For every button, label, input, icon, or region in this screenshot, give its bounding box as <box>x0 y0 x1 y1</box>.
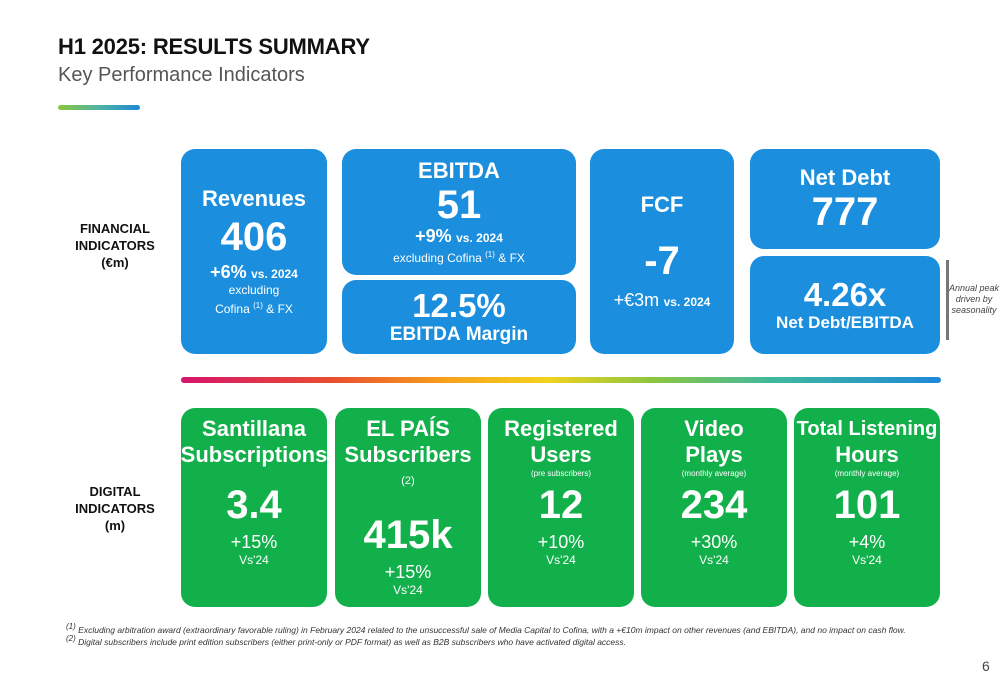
leverage-card: 4.26x Net Debt/EBITDA <box>750 256 940 354</box>
footnote-2: (2) Digital subscribers include print ed… <box>66 634 627 647</box>
revenues-change: +6% vs. 2024 <box>210 262 298 282</box>
gradient-divider <box>181 377 941 383</box>
ebitda-margin-label: EBITDA Margin <box>389 324 529 345</box>
revenues-card: Revenues 406 +6% vs. 2024 excluding Cofi… <box>181 149 327 354</box>
fcf-card: FCF -7 +€3m vs. 2024 <box>590 149 734 354</box>
ebitda-card: EBITDA 51 +9% vs. 2024 excluding Cofina … <box>342 149 576 275</box>
page-subtitle: Key Performance Indicators <box>58 64 305 86</box>
el-pais-subscribers-label: Subscribers (2) <box>344 442 472 487</box>
page-number: 6 <box>982 658 990 674</box>
page-title: H1 2025: RESULTS SUMMARY <box>58 34 370 59</box>
video-plays-card: Video Plays (monthly average) 234 +30% V… <box>641 408 787 607</box>
fcf-change: +€3m vs. 2024 <box>613 290 711 310</box>
registered-users-card: Registered Users (pre subscribers) 12 +1… <box>488 408 634 607</box>
digital-row-label: DIGITAL INDICATORS (m) <box>75 484 155 533</box>
ebitda-margin-card: 12.5% EBITDA Margin <box>342 280 576 354</box>
santillana-card: Santillana Subscriptions 3.4 +15% Vs'24 <box>181 408 327 607</box>
ebitda-change: +9% vs. 2024 <box>415 226 503 246</box>
seasonality-annotation: Annual peak driven by seasonality <box>948 283 1000 315</box>
el-pais-card: EL PAÍS Subscribers (2) 415k +15% Vs'24 <box>335 408 481 607</box>
title-underline <box>58 105 140 110</box>
revenues-note: Cofina (1) & FX <box>215 301 293 316</box>
listening-hours-card: Total Listening Hours (monthly average) … <box>794 408 940 607</box>
net-debt-card: Net Debt 777 <box>750 149 940 249</box>
financial-row-label: FINANCIAL INDICATORS (€m) <box>75 221 155 270</box>
footnote-1: (1) Excluding arbitration award (extraor… <box>66 622 906 635</box>
ebitda-note: excluding Cofina (1) & FX <box>393 250 525 265</box>
annotation-bracket <box>940 260 949 340</box>
